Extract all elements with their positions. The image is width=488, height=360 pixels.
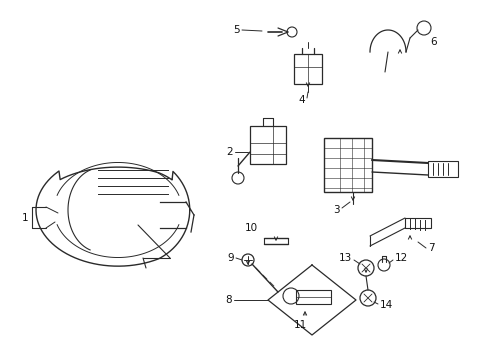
Text: 4: 4 (298, 95, 305, 105)
Bar (249, 126, 285, 164)
Bar (404, 218, 430, 228)
Text: 9: 9 (227, 253, 234, 263)
Text: 12: 12 (394, 253, 407, 263)
Text: 6: 6 (429, 37, 436, 47)
Text: 2: 2 (226, 147, 232, 157)
Text: 10: 10 (244, 223, 258, 233)
Text: 1: 1 (21, 213, 28, 223)
Bar (295, 290, 330, 304)
Text: 3: 3 (333, 205, 339, 215)
Text: 5: 5 (233, 25, 240, 35)
Bar (293, 54, 321, 84)
Text: 8: 8 (225, 295, 231, 305)
Text: 11: 11 (293, 320, 306, 330)
Text: 7: 7 (427, 243, 434, 253)
Bar (427, 161, 457, 177)
Bar (324, 138, 371, 192)
Text: 13: 13 (338, 253, 351, 263)
Text: 14: 14 (379, 300, 392, 310)
